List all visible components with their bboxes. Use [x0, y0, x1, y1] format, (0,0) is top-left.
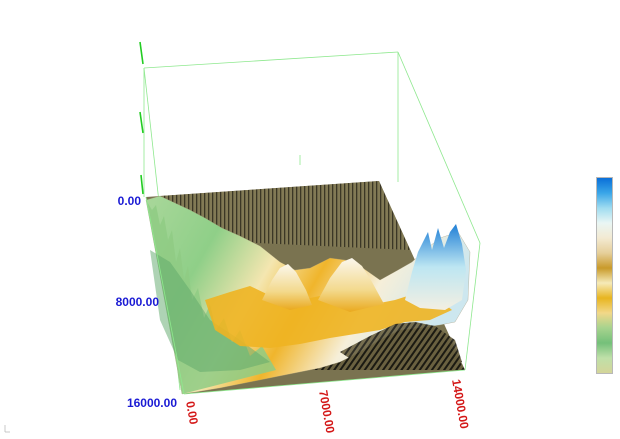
axis-orientation-icon	[4, 425, 10, 433]
y-tick-label: 16000.00	[127, 396, 177, 410]
x-tick-label: 14000.00	[449, 378, 472, 430]
y-tick-label: 0.00	[118, 194, 142, 208]
x-tick-label: 7000.00	[316, 389, 337, 434]
surface-peak-center	[318, 258, 384, 312]
x-tick-label: 0.00	[183, 400, 201, 426]
z-tick	[139, 111, 144, 134]
box-edge	[183, 369, 466, 395]
surface-peak-right	[405, 224, 466, 310]
surface-dark-contours	[340, 322, 462, 368]
box-edge	[397, 51, 481, 244]
z-tick	[139, 41, 144, 65]
box-edge	[143, 51, 399, 69]
bounding-box-front	[145, 196, 466, 395]
z-axis	[139, 41, 144, 195]
colorbar-legend	[596, 177, 613, 374]
y-tick-label: 8000.00	[116, 295, 160, 309]
y-axis-tick-labels: 0.00 8000.00 16000.00	[116, 194, 178, 410]
box-edge	[464, 242, 481, 371]
box-edge	[145, 196, 185, 395]
z-tick	[140, 174, 144, 195]
surface-peak-left	[262, 264, 312, 310]
